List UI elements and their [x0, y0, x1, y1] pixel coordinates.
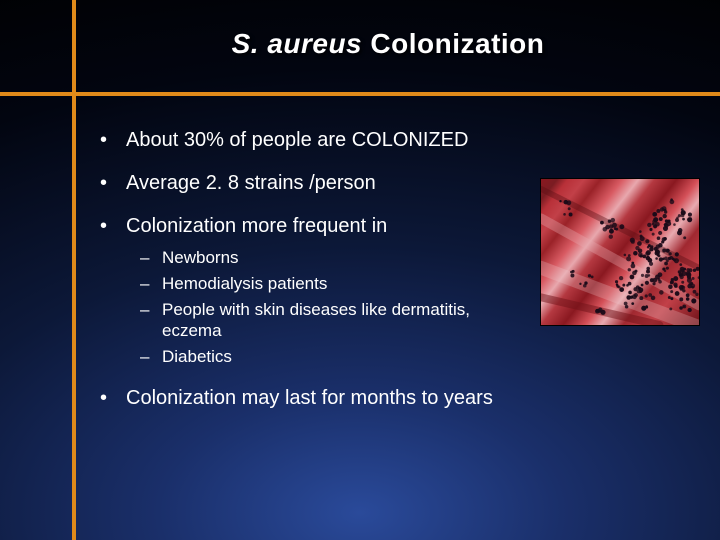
accent-vertical-line — [72, 0, 76, 540]
sub-bullet-item: People with skin diseases like dermatiti… — [140, 299, 520, 343]
sub-bullet-text: Diabetics — [162, 347, 232, 366]
bullet-item: Colonization may last for months to year… — [100, 386, 690, 411]
sub-bullet-item: Hemodialysis patients — [140, 273, 520, 295]
bullet-text: Colonization may last for months to year… — [126, 387, 493, 409]
bullet-text: Colonization more frequent in — [126, 215, 387, 237]
micrograph-image — [540, 178, 700, 326]
accent-horizontal-line — [0, 92, 720, 96]
sub-bullet-text: Newborns — [162, 248, 239, 267]
bullet-text: Average 2. 8 strains /person — [126, 172, 376, 194]
sub-bullet-text: People with skin diseases like dermatiti… — [162, 300, 470, 341]
bullet-text: About 30% of people are COLONIZED — [126, 129, 468, 151]
sub-bullet-item: Diabetics — [140, 346, 520, 368]
title-rest: Colonization — [362, 28, 544, 59]
bullet-item: About 30% of people are COLONIZED — [100, 128, 690, 153]
title-species: S. aureus — [232, 28, 363, 59]
micrograph-svg — [541, 179, 699, 325]
slide-title: S. aureus Colonization — [76, 28, 700, 60]
sub-bullet-item: Newborns — [140, 247, 520, 269]
sub-bullet-text: Hemodialysis patients — [162, 274, 327, 293]
